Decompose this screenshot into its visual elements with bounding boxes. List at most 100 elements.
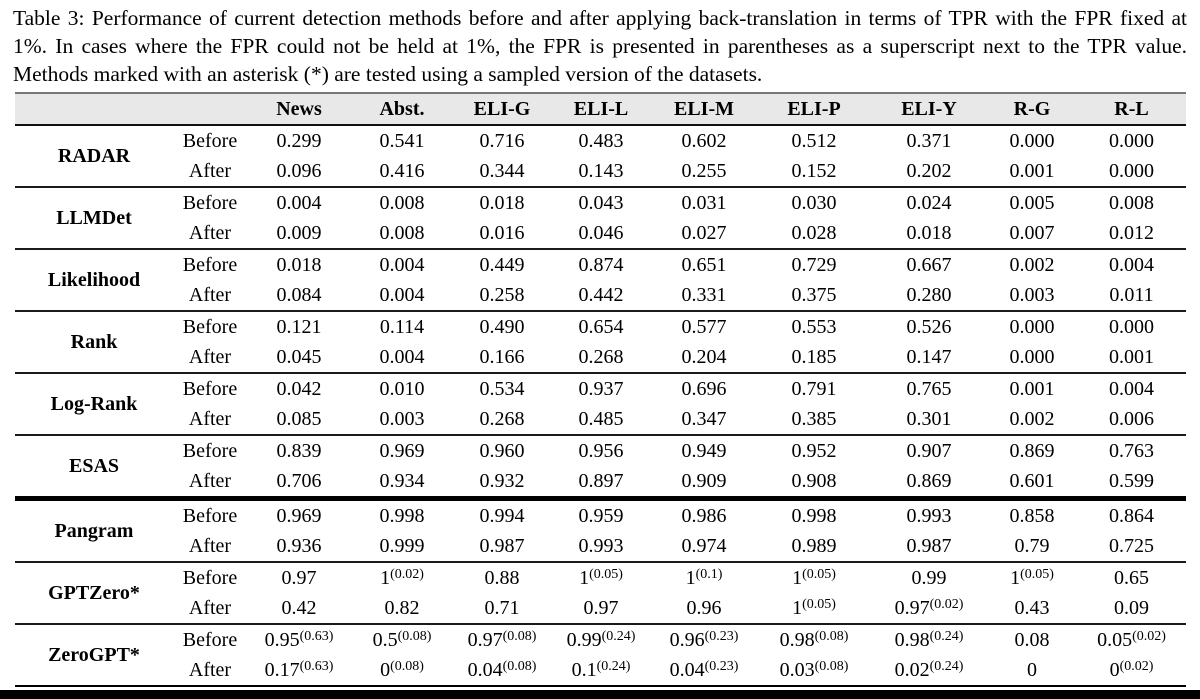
method-name: Pangram <box>54 519 134 542</box>
tpr-value: 0.98(0.08) <box>779 628 849 651</box>
tpr-value: 0.385 <box>791 407 837 430</box>
tpr-value: 0.004 <box>379 345 425 368</box>
tpr-value: 1(0.1) <box>685 566 723 589</box>
corner-cell-phase <box>173 93 247 125</box>
tpr-value: 0.43 <box>1014 596 1050 619</box>
tpr-value: 0.999 <box>379 534 425 557</box>
phase-label: Before <box>182 191 238 214</box>
table-row: After 0.084 0.004 0.258 0.442 0.331 0.375 0.280… <box>15 280 1186 311</box>
tpr-value: 0.046 <box>578 221 624 244</box>
fpr-superscript: (0.08) <box>502 658 537 674</box>
tpr-value: 0.042 <box>276 377 322 400</box>
tpr-value: 0 <box>1027 658 1037 681</box>
phase-label: After <box>188 221 232 244</box>
tpr-value: 0.897 <box>578 469 624 492</box>
tpr-value: 0.97 <box>583 596 619 619</box>
table-row: After 0.009 0.008 0.016 0.046 0.027 0.028 0.018… <box>15 218 1186 249</box>
tpr-value: 0.000 <box>1009 129 1055 152</box>
phase-label: After <box>188 469 232 492</box>
table-row: ZeroGPT* Before 0.95(0.63) 0.5(0.08) 0.97(0.… <box>15 624 1186 666</box>
tpr-value: 0.993 <box>906 504 952 527</box>
tpr-value: 0.97(0.08) <box>467 628 537 651</box>
tpr-value: 0.490 <box>479 315 525 338</box>
tpr-value: 0.255 <box>681 159 727 182</box>
tpr-value: 0.526 <box>906 315 952 338</box>
tpr-value: 0.012 <box>1109 221 1154 244</box>
tpr-value: 0.268 <box>578 345 624 368</box>
tpr-value: 0.763 <box>1109 439 1154 462</box>
tpr-value: 0(0.08) <box>380 658 424 681</box>
table-row: Pangram Before 0.969 0.998 0.994 0.959 0.986 0.… <box>15 499 1186 542</box>
tpr-value: 0.993 <box>578 534 624 557</box>
tpr-value: 0.000 <box>1109 315 1154 338</box>
tpr-value: 0.96(0.23) <box>669 628 739 651</box>
phase-label: Before <box>182 504 238 527</box>
tpr-value: 0.096 <box>276 159 322 182</box>
tpr-value: 1(0.05) <box>792 566 836 589</box>
tpr-value: 0.791 <box>791 377 837 400</box>
tpr-value: 0.202 <box>906 159 952 182</box>
tpr-value: 0.869 <box>1009 439 1055 462</box>
column-header-eli-l: ELI-L <box>573 97 629 120</box>
tpr-value: 1(0.05) <box>1010 566 1054 589</box>
tpr-value: 0.956 <box>578 439 624 462</box>
fpr-superscript: (0.1) <box>695 566 723 582</box>
corner-cell <box>15 93 173 125</box>
tpr-value: 0.667 <box>906 253 952 276</box>
method-name: ESAS <box>68 454 120 477</box>
tpr-value: 0.024 <box>906 191 952 214</box>
table-row: Log-Rank Before 0.042 0.010 0.534 0.937 0.696 0… <box>15 373 1186 415</box>
phase-label: After <box>188 159 232 182</box>
tpr-value: 0.949 <box>681 439 727 462</box>
tpr-value: 0.601 <box>1009 469 1055 492</box>
tpr-value: 0.005 <box>1009 191 1055 214</box>
table-row: Rank Before 0.121 0.114 0.490 0.654 0.577 0.553… <box>15 311 1186 353</box>
phase-label: Before <box>182 628 238 651</box>
method-group-esas: ESAS Before 0.839 0.969 0.960 0.956 0.949 0.952… <box>15 435 1186 499</box>
tpr-value: 0.09 <box>1114 596 1149 619</box>
tpr-value: 0.085 <box>276 407 322 430</box>
tpr-value: 0.000 <box>1109 129 1154 152</box>
fpr-superscript: (0.24) <box>929 628 964 644</box>
fpr-superscript: (0.05) <box>1020 566 1054 582</box>
tpr-value: 0.79 <box>1014 534 1050 557</box>
tpr-value: 0.932 <box>479 469 525 492</box>
tpr-value: 0.577 <box>681 315 727 338</box>
fpr-superscript: (0.08) <box>814 628 849 644</box>
table-caption: Table 3: Performance of current detectio… <box>13 6 1187 86</box>
page-bottom-rule <box>0 690 1200 699</box>
tpr-value: 0.004 <box>1109 377 1154 400</box>
fpr-superscript: (0.05) <box>802 566 836 582</box>
tpr-value: 0.008 <box>379 191 425 214</box>
method-name: LLMDet <box>56 206 132 229</box>
tpr-value: 0.858 <box>1009 504 1055 527</box>
tpr-value: 0.04(0.23) <box>669 658 739 681</box>
method-group-log-rank: Log-Rank Before 0.042 0.010 0.534 0.937 0.696 0… <box>15 373 1186 435</box>
method-name: Rank <box>70 330 118 353</box>
tpr-value: 0.331 <box>681 283 727 306</box>
tpr-value: 0.018 <box>906 221 952 244</box>
table-row: ESAS Before 0.839 0.969 0.960 0.956 0.949 0.952… <box>15 435 1186 477</box>
column-header-r-g: R-G <box>1013 97 1051 120</box>
tpr-value: 0.008 <box>1109 191 1154 214</box>
tpr-value: 0.485 <box>578 407 624 430</box>
tpr-value: 0.95(0.63) <box>264 628 334 651</box>
tpr-value: 0.937 <box>578 377 624 400</box>
tpr-value: 0.301 <box>906 407 952 430</box>
tpr-value: 0(0.02) <box>1109 658 1154 681</box>
tpr-value: 0.952 <box>791 439 837 462</box>
tpr-value: 0.974 <box>681 534 727 557</box>
tpr-value: 0.725 <box>1109 534 1154 557</box>
fpr-superscript: (0.23) <box>704 628 739 644</box>
method-group-gptzero-: GPTZero* Before 0.97 1(0.02) 0.88 1(0.05) 1(0.… <box>15 562 1186 624</box>
tpr-value: 0.864 <box>1109 504 1154 527</box>
table-row: After 0.17(0.63) 0(0.08) 0.04(0.08) 0.1(0.24… <box>15 655 1186 686</box>
phase-label: Before <box>182 315 238 338</box>
tpr-value: 0.729 <box>791 253 837 276</box>
tpr-value: 0.003 <box>379 407 425 430</box>
tpr-value: 0.166 <box>479 345 525 368</box>
tpr-value: 0.030 <box>791 191 837 214</box>
tpr-value: 0.258 <box>479 283 525 306</box>
tpr-value: 0.42 <box>281 596 317 619</box>
